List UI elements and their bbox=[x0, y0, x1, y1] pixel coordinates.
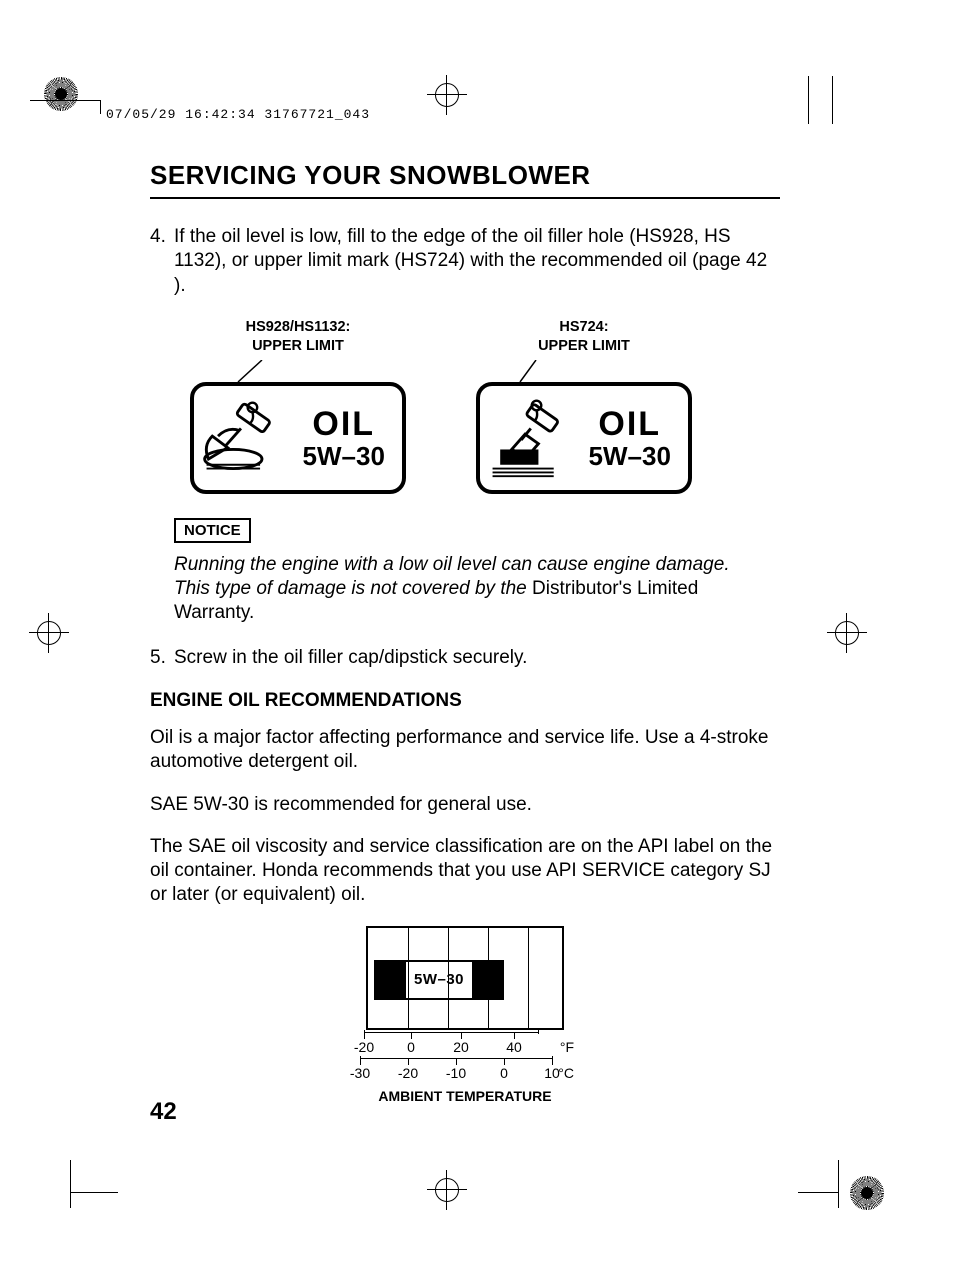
step-5-text: Screw in the oil filler cap/dipstick sec… bbox=[174, 646, 780, 670]
tick-label-f: 0 bbox=[407, 1039, 415, 1055]
tick-label-c: 0 bbox=[500, 1065, 508, 1081]
registration-target-bottom bbox=[432, 1175, 462, 1205]
section-heading: SERVICING YOUR SNOWBLOWER bbox=[150, 160, 780, 199]
page-number: 42 bbox=[150, 1098, 177, 1126]
viscosity-band: 5W–30 bbox=[374, 960, 504, 1000]
tick-label-f: 40 bbox=[506, 1039, 522, 1055]
tick-c bbox=[552, 1058, 553, 1065]
tick-label-c: -20 bbox=[398, 1065, 418, 1081]
page-timestamp: 07/05/29 16:42:34 31767721_043 bbox=[106, 107, 370, 122]
subheading: ENGINE OIL RECOMMENDATIONS bbox=[150, 690, 780, 712]
tick-f bbox=[364, 1032, 365, 1039]
callout-line-right bbox=[476, 360, 692, 382]
scale-celsius: °C -30-20-10010 bbox=[356, 1056, 574, 1084]
tick-label-c: 10 bbox=[544, 1065, 560, 1081]
chart-caption: AMBIENT TEMPERATURE bbox=[350, 1088, 580, 1104]
notice-text: Running the engine with a low oil level … bbox=[174, 553, 770, 626]
step-5: 5. Screw in the oil filler cap/dipstick … bbox=[150, 646, 780, 670]
registration-target-right bbox=[832, 618, 862, 648]
tick-label-c: -10 bbox=[446, 1065, 466, 1081]
oil-label-right-line1: HS724: bbox=[559, 319, 608, 335]
oil-grade-right: 5W–30 bbox=[589, 443, 671, 469]
oil-labels-row: HS928/HS1132: UPPER LIMIT bbox=[190, 318, 780, 494]
tick-c bbox=[408, 1058, 409, 1065]
oil-fill-icon bbox=[197, 390, 283, 486]
step-4: 4. If the oil level is low, fill to the … bbox=[150, 225, 780, 298]
tick-f bbox=[461, 1032, 462, 1039]
oil-grade-left: 5W–30 bbox=[303, 443, 385, 469]
registration-starburst-tl bbox=[44, 77, 78, 111]
oil-label-left-line1: HS928/HS1132: bbox=[246, 319, 351, 335]
oil-label-left: HS928/HS1132: UPPER LIMIT bbox=[190, 318, 406, 494]
step-5-number: 5. bbox=[150, 646, 174, 670]
step-4-text: If the oil level is low, fill to the edg… bbox=[174, 225, 780, 298]
chart-gridline bbox=[488, 928, 489, 1028]
tick-c bbox=[504, 1058, 505, 1065]
tick-c bbox=[456, 1058, 457, 1065]
oil-sticker-right: OIL 5W–30 bbox=[476, 382, 692, 494]
oil-label-right: HS724: UPPER LIMIT bbox=[476, 318, 692, 494]
oil-label-left-line2: UPPER LIMIT bbox=[252, 338, 344, 354]
chart-gridline bbox=[528, 928, 529, 1028]
tick-c bbox=[360, 1058, 361, 1065]
scale-fahrenheit: °F -20 0 20 40 bbox=[356, 1030, 574, 1058]
temperature-chart: 5W–30 °F -20 0 20 40 °C -30 -20 -10 0 10 AMBIEN… bbox=[350, 926, 580, 1104]
registration-starburst-br bbox=[850, 1176, 884, 1210]
oil-sticker-left: OIL 5W–30 bbox=[190, 382, 406, 494]
tick-f bbox=[514, 1032, 515, 1039]
registration-target-left bbox=[34, 618, 64, 648]
unit-f: °F bbox=[560, 1039, 574, 1055]
oil-word-right: OIL bbox=[598, 407, 661, 441]
oil-word-left: OIL bbox=[312, 407, 375, 441]
oil-label-right-line2: UPPER LIMIT bbox=[538, 338, 630, 354]
step-4-number: 4. bbox=[150, 225, 174, 298]
unit-c: °C bbox=[558, 1065, 574, 1081]
tick-label-f: 20 bbox=[453, 1039, 469, 1055]
oil-fill-icon bbox=[483, 390, 569, 486]
body-para-1: Oil is a major factor affecting performa… bbox=[150, 726, 780, 775]
tick-f bbox=[411, 1032, 412, 1039]
chart-gridline bbox=[448, 928, 449, 1028]
registration-target-top bbox=[432, 80, 462, 110]
tick-label-f: -20 bbox=[354, 1039, 374, 1055]
viscosity-band-label: 5W–30 bbox=[406, 962, 472, 998]
callout-line-left bbox=[190, 360, 406, 382]
tick-label-c: -30 bbox=[350, 1065, 370, 1081]
body-para-2: SAE 5W-30 is recommended for general use… bbox=[150, 793, 780, 817]
page-content: SERVICING YOUR SNOWBLOWER 4. If the oil … bbox=[150, 160, 780, 1104]
chart-box: 5W–30 bbox=[366, 926, 564, 1030]
body-para-3: The SAE oil viscosity and service classi… bbox=[150, 835, 780, 908]
notice-label: NOTICE bbox=[174, 518, 251, 543]
chart-gridline bbox=[408, 928, 409, 1028]
